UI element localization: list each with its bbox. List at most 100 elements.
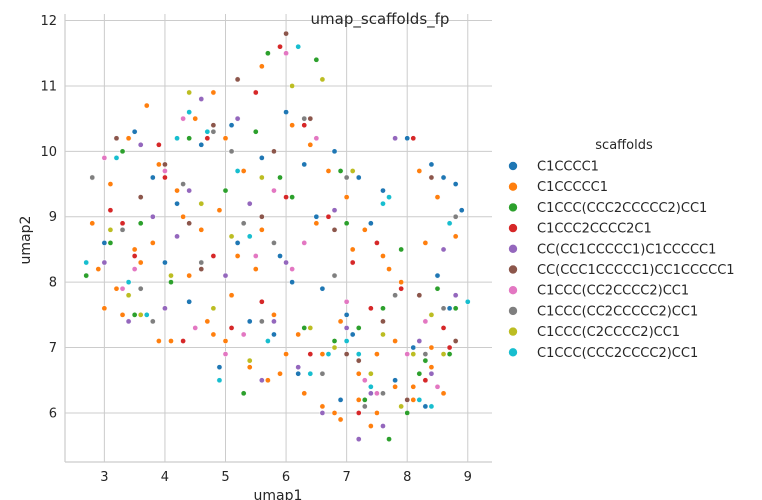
data-point — [265, 338, 271, 344]
data-point — [446, 220, 453, 227]
data-point — [319, 351, 326, 357]
data-point — [452, 292, 459, 299]
data-point — [337, 416, 344, 423]
data-point — [337, 168, 344, 174]
data-point — [246, 364, 253, 371]
data-point — [380, 390, 386, 397]
data-point — [452, 233, 459, 240]
data-point — [380, 331, 386, 338]
data-point — [404, 135, 411, 142]
data-point — [107, 181, 114, 187]
data-point — [416, 292, 423, 299]
data-point — [143, 311, 150, 318]
data-point — [325, 351, 332, 357]
data-point — [137, 141, 144, 148]
data-point — [228, 122, 235, 129]
data-point — [234, 253, 241, 259]
grid — [65, 14, 492, 462]
data-point — [149, 213, 156, 220]
data-point — [313, 213, 320, 220]
data-point — [386, 436, 392, 442]
x-tick-label: 5 — [221, 470, 229, 485]
legend-marker — [508, 202, 518, 213]
data-point — [289, 279, 295, 285]
legend-marker — [508, 306, 518, 316]
data-point — [440, 174, 447, 181]
legend-label: C1CCCCC1 — [537, 180, 608, 195]
data-point — [368, 305, 374, 312]
data-point — [240, 390, 247, 397]
data-point — [137, 194, 144, 200]
data-point — [258, 226, 265, 233]
data-point — [119, 285, 126, 292]
data-point — [355, 357, 362, 364]
data-point — [355, 397, 362, 403]
data-point — [210, 253, 217, 259]
data-point — [89, 174, 96, 181]
data-point — [180, 338, 186, 344]
data-point — [162, 305, 168, 312]
data-point — [101, 305, 108, 312]
data-point — [301, 325, 308, 331]
data-point — [374, 410, 380, 416]
legend-label: C1CCC(CCC2CCCCC2)CC1 — [537, 201, 707, 216]
y-tick-label: 8 — [49, 276, 57, 291]
data-point — [355, 351, 362, 357]
data-point — [410, 351, 417, 357]
data-point — [307, 351, 314, 357]
data-point — [319, 76, 326, 83]
data-point — [319, 403, 326, 410]
data-point — [222, 135, 229, 142]
x-tick-label: 7 — [342, 470, 350, 485]
data-point — [240, 331, 247, 338]
data-point — [271, 148, 277, 155]
legend-title: scaffolds — [595, 138, 653, 153]
y-tick-label: 7 — [49, 341, 57, 356]
data-point — [392, 292, 398, 299]
data-point — [131, 311, 138, 318]
data-point — [313, 56, 320, 63]
data-point — [392, 383, 398, 390]
data-point — [131, 128, 138, 135]
data-point — [162, 161, 168, 168]
data-point — [131, 266, 138, 272]
data-point — [210, 89, 217, 96]
y-tick-label: 9 — [49, 210, 57, 225]
data-point — [119, 148, 126, 155]
data-point — [186, 135, 193, 142]
data-point — [234, 240, 241, 246]
data-point — [446, 351, 453, 357]
data-point — [331, 148, 338, 155]
data-point — [137, 285, 144, 292]
data-point — [113, 285, 120, 292]
data-point — [361, 226, 368, 233]
legend-marker — [508, 223, 518, 233]
data-point — [234, 168, 241, 174]
legend-label: C1CCC2CCCC2C1 — [537, 222, 652, 237]
data-point — [265, 50, 271, 57]
data-point — [422, 403, 429, 410]
data-point — [198, 259, 205, 266]
x-tick-label: 4 — [161, 470, 169, 485]
data-point — [301, 161, 308, 168]
legend-label: C1CCC(CC2CCCCC2)CC1 — [537, 304, 698, 319]
data-point — [131, 246, 138, 253]
y-axis-label: umap2 — [18, 216, 34, 265]
data-point — [107, 240, 114, 246]
data-point — [180, 181, 186, 187]
data-point — [355, 370, 362, 377]
data-point — [331, 338, 338, 344]
data-point — [210, 122, 217, 129]
data-point — [198, 266, 205, 272]
data-point — [210, 305, 217, 312]
data-point — [337, 318, 344, 325]
data-point — [361, 403, 368, 410]
data-point — [101, 240, 108, 246]
data-point — [277, 253, 283, 259]
data-point — [349, 168, 356, 174]
data-point — [295, 364, 302, 371]
data-point — [186, 272, 193, 279]
data-point — [452, 213, 459, 220]
data-point — [222, 272, 229, 279]
data-point — [422, 377, 429, 384]
